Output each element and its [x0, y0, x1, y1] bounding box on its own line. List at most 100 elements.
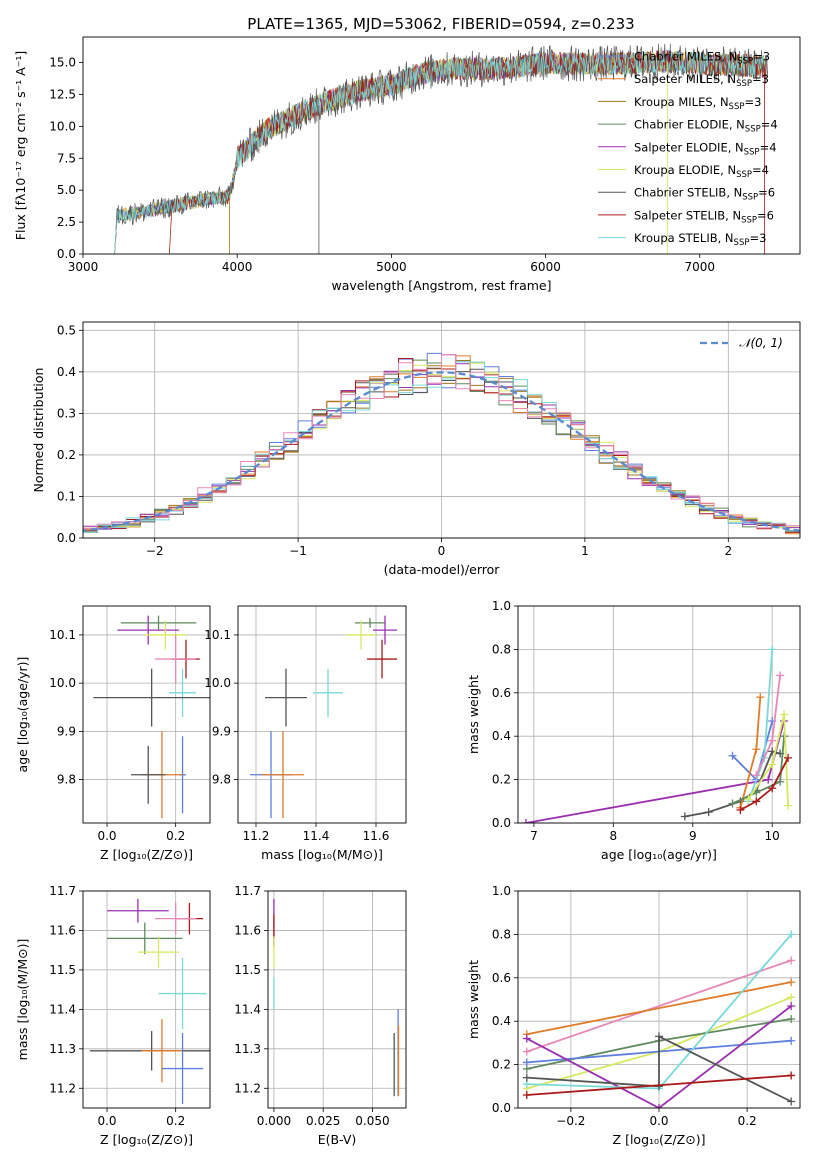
data-marker [680, 812, 689, 821]
x-axis-label: age [log₁₀(age/yr)] [601, 847, 717, 862]
y-tick-label: 11.7 [234, 884, 261, 898]
plot-area [521, 645, 793, 823]
series-pink [522, 956, 796, 1056]
errorbar-point [107, 898, 169, 923]
data-marker [787, 993, 796, 1002]
series-line [526, 1034, 792, 1103]
y-tick-label: 11.2 [234, 1081, 261, 1095]
data-marker [780, 710, 789, 719]
figure-title: PLATE=1365, MJD=53062, FIBERID=0594, z=0… [247, 15, 634, 33]
axes-frame [267, 890, 407, 1109]
ticks: 7 8 9 10 0.0 0.2 0.4 0.6 0.8 1.0 [492, 599, 780, 843]
legend-entry: Chabrier MILES, NSSP=3 [634, 50, 770, 67]
y-axis-label: mass [log₁₀(M/M⊙)] [15, 939, 30, 1061]
axes-frame [237, 605, 407, 824]
y-tick-label: 0.0 [57, 531, 76, 545]
ticks: 3000 4000 5000 6000 7000 0.0 2.5 5.0 7.5 10.0 12.5… [49, 56, 715, 274]
plot-area [89, 898, 210, 1105]
y-axis-label: age [log₁₀(age/yr)] [15, 657, 30, 773]
x-tick-label: 11.6 [363, 829, 390, 843]
errorbar-point [131, 745, 166, 804]
ticks: 0.0 0.2 11.2 11.3 11.4 11.5 11.6 11.7 [49, 884, 185, 1128]
errorbar-point [168, 668, 197, 717]
data-marker [522, 1034, 531, 1043]
legend-entry: Salpeter ELODIE, NSSP=4 [634, 140, 777, 157]
y-tick-label: 11.3 [234, 1042, 261, 1056]
data-marker [787, 1015, 796, 1024]
y-tick-label: 0.2 [57, 448, 76, 462]
x-tick-label: 7 [530, 829, 538, 843]
chart-mass-vs-ebv: 0.000 0.025 0.050 11.2 11.3 11.4 11.5 11.6 11.7 E… [234, 884, 407, 1147]
chart-mass-weight-vs-Z: −0.2 0.0 0.2 0.0 0.2 0.4 0.6 0.8 1.0 Z [log₁₀(Z/Z… [466, 884, 801, 1147]
data-marker [787, 1036, 796, 1045]
data-marker [787, 1097, 796, 1106]
x-axis-label: mass [log₁₀(M/M⊙)] [261, 847, 383, 862]
data-marker [655, 1104, 663, 1108]
y-tick-label: 0.6 [492, 971, 511, 985]
series-line [526, 981, 792, 1036]
y-tick-label: 0.0 [57, 247, 76, 261]
normal-curve [83, 371, 800, 532]
y-tick-label: 7.5 [57, 151, 76, 165]
y-tick-label: 0.4 [57, 365, 76, 379]
y-tick-label: 9.8 [57, 773, 76, 787]
y-tick-label: 0.3 [57, 406, 76, 420]
y-tick-label: 0.5 [57, 323, 76, 337]
data-marker [784, 801, 793, 810]
legend: Chabrier MILES, NSSP=3 Salpeter MILES, NS… [598, 50, 778, 248]
legend-entry: Kroupa STELIB, NSSP=3 [634, 231, 766, 248]
series-salpeter_elodie [522, 1002, 796, 1108]
errorbar-point [367, 639, 397, 679]
y-tick-label: 9.9 [57, 724, 76, 738]
series-line [526, 959, 792, 1053]
plot-area [273, 898, 400, 1097]
x-axis-label: Z [log₁₀(Z/Z⊙)] [100, 1132, 193, 1147]
spectrum-line-kroupa_stelib [114, 50, 768, 254]
legend-entry: Salpeter MILES, NSSP=3 [634, 72, 769, 89]
grid [83, 606, 210, 823]
y-tick-label: 11.3 [49, 1042, 76, 1056]
data-marker [776, 777, 785, 786]
y-tick-label: 0.1 [57, 489, 76, 503]
y-tick-label: 11.6 [234, 923, 261, 937]
y-tick-label: 1.0 [492, 599, 511, 613]
y-tick-label: 10.1 [49, 628, 76, 642]
y-tick-label: 0.2 [492, 1058, 511, 1072]
y-tick-label: 0.0 [492, 1101, 511, 1115]
axes-frame [82, 605, 211, 824]
grid [83, 890, 210, 1108]
chart-age-vs-Z: 0.0 0.2 9.8 9.9 10.0 10.1 Z [log₁₀(Z/Z⊙)] age [… [15, 605, 211, 862]
y-tick-label: 0.6 [492, 686, 511, 700]
data-marker [784, 753, 793, 762]
series-line [739, 757, 789, 811]
errorbar-point [158, 958, 207, 1030]
x-tick-label: 0.0 [649, 1114, 668, 1128]
errorbar-point [141, 1019, 183, 1083]
x-tick-label: 2 [724, 544, 732, 558]
y-axis-label: Flux [fλ10⁻¹⁷ erg cm⁻² s⁻¹ A⁻¹] [13, 51, 28, 240]
data-marker [736, 805, 745, 814]
errorbar-point [144, 620, 186, 650]
y-tick-label: 10.1 [204, 628, 231, 642]
x-tick-label: 0.2 [166, 1114, 185, 1128]
y-tick-label: 11.4 [234, 1002, 261, 1016]
x-tick-label: 8 [610, 829, 618, 843]
data-marker [752, 745, 761, 754]
x-tick-label: 3000 [68, 260, 99, 274]
x-tick-label: 6000 [530, 260, 561, 274]
y-tick-label: 9.8 [212, 773, 231, 787]
y-tick-label: 2.5 [57, 215, 76, 229]
series-line [526, 1005, 792, 1108]
series-line [526, 1074, 792, 1096]
x-tick-label: 10 [765, 829, 780, 843]
x-tick-label: 9 [689, 829, 697, 843]
y-tick-label: 0.8 [492, 642, 511, 656]
plot-area [83, 352, 800, 536]
legend-entry: Salpeter STELIB, NSSP=6 [634, 208, 774, 225]
errorbar-point [313, 668, 343, 717]
y-axis-label: mass weight [466, 675, 481, 754]
y-tick-label: 11.7 [49, 884, 76, 898]
x-tick-label: 0 [438, 544, 446, 558]
spectrum-line-salpeter_stelib [169, 50, 768, 254]
chart-spectrum: 3000 4000 5000 6000 7000 0.0 2.5 5.0 7.5 10.0 12.5… [13, 36, 801, 293]
